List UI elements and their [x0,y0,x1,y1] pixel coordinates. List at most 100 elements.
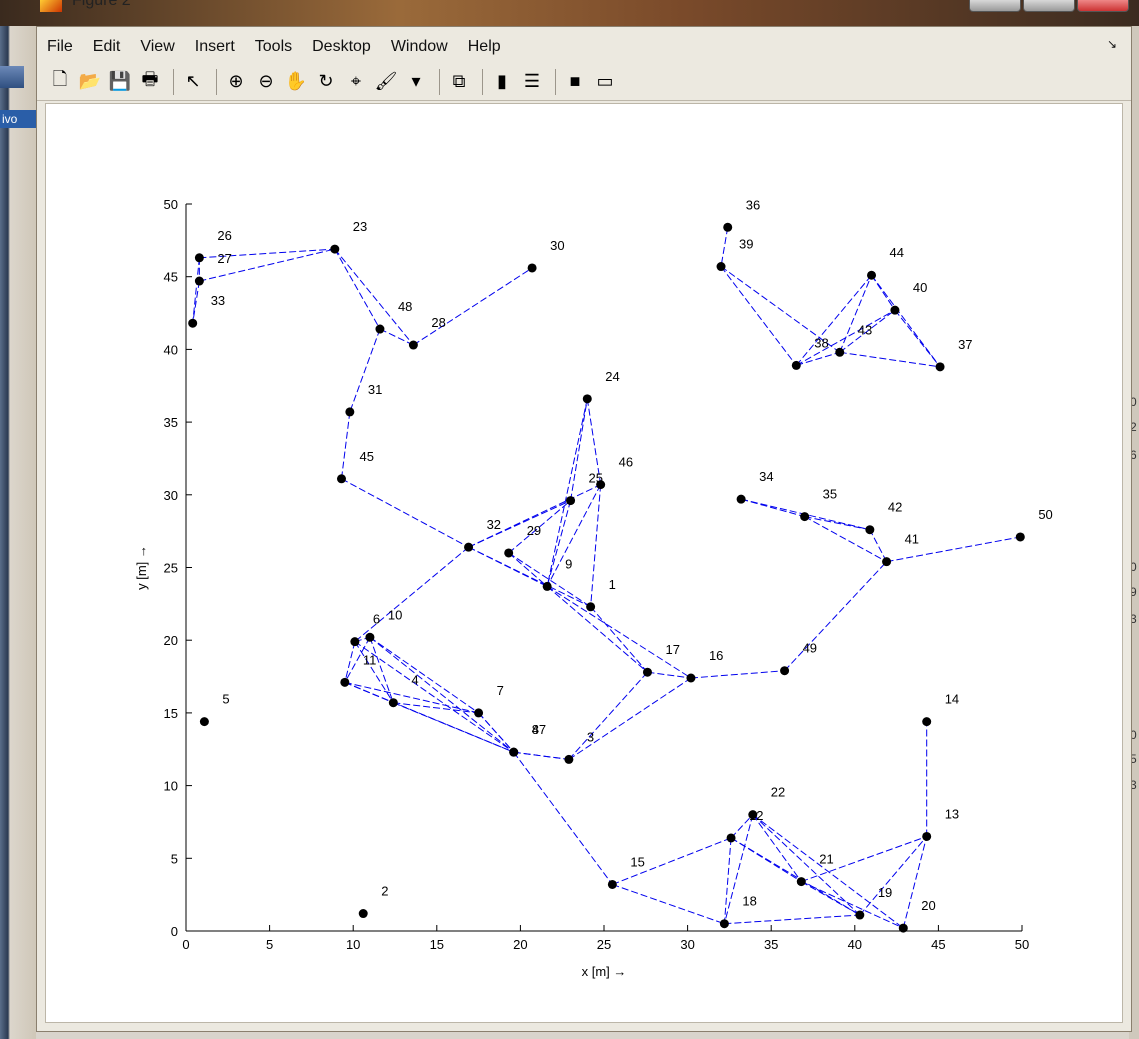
edge-line [513,751,613,885]
data-cursor-icon[interactable]: ⌖ [350,71,362,91]
node-point [686,673,696,683]
minimize-button[interactable] [969,0,1021,12]
menu-dock-arrow-icon[interactable]: ↘ [1106,37,1117,51]
brush-dropdown-icon[interactable]: ▾ [411,71,421,91]
edge-line [369,637,394,703]
background-window-right-strip: 0 2 6 0 9 3 0 5 3 [1129,26,1139,1039]
y-tick-label: 15 [164,706,178,721]
x-tick-label: 50 [1015,937,1029,952]
background-text: 9 [1130,585,1137,599]
node-point [855,910,865,920]
close-button[interactable] [1077,0,1129,12]
menu-help[interactable]: Help [467,38,501,55]
edge-line [894,309,941,368]
node-point [780,666,790,676]
edge-line [546,484,602,587]
edge-line [393,702,479,714]
node-label: 39 [739,237,753,252]
open-file-icon[interactable]: 📂 [78,71,102,91]
y-tick-label: 45 [164,270,178,285]
window-controls [969,0,1129,12]
menu-tools[interactable]: Tools [254,38,293,55]
node-point [566,496,576,506]
node-label: 3 [587,729,594,744]
node-label: 9 [565,556,572,571]
node-label: 32 [487,517,501,532]
node-label: 17 [665,642,679,657]
maximize-button[interactable] [1023,0,1075,12]
node-label: 5 [222,692,229,707]
menu-window[interactable]: Window [390,38,448,55]
node-point [748,810,758,820]
node-point [375,324,385,334]
edge-line [369,636,515,753]
hide-plot-tools-icon[interactable]: ■ [569,71,581,91]
menu-edit[interactable]: Edit [92,38,121,55]
save-icon[interactable]: 💾 [108,71,132,91]
edge-line [869,529,888,562]
edge-line [590,484,602,607]
edge-line [344,681,479,714]
node-label: 22 [771,785,785,800]
toolbar-separator [439,68,440,95]
new-figure-icon[interactable]: 🗋 [52,68,68,89]
edge-line [690,670,785,679]
toolbar-separator [482,68,483,95]
node-point [835,347,845,357]
node-point [719,919,729,929]
menu-desktop[interactable]: Desktop [312,38,371,55]
colorbar-icon[interactable]: ▮ [497,71,507,91]
edge-line [720,227,729,267]
edge-line [513,751,569,760]
node-label: 8 [532,722,539,737]
x-tick-label: 45 [931,937,945,952]
node-point [800,512,810,522]
print-icon[interactable]: 🖶 [141,68,159,89]
node-label: 4 [411,673,418,688]
zoom-in-icon[interactable]: ⊕ [228,71,244,91]
figure-toolbar: 🗋 📂 💾 🖶 ↖ ⊕ ⊖ ✋ ↻ ⌖ 🖌 ▾ ⧉ ▮ ☰ ■ ▭ [37,63,1131,101]
node-label: 10 [388,607,402,622]
node-label: 34 [759,469,773,484]
node-label: 49 [803,641,817,656]
node-label: 11 [363,652,377,667]
edit-plot-arrow-icon[interactable]: ↖ [185,71,201,91]
edge-line [468,500,571,548]
pan-hand-icon[interactable]: ✋ [284,71,308,91]
edge-line [740,498,805,518]
background-text: 5 [1130,752,1137,766]
menu-file[interactable]: File [47,38,73,55]
edge-line [801,881,861,916]
node-point [607,879,617,889]
edge-line [379,328,414,346]
edge-line [546,585,692,679]
brush-icon[interactable]: 🖌 [374,71,398,91]
zoom-out-icon[interactable]: ⊖ [258,71,274,91]
edge-line [612,884,725,925]
background-tab[interactable]: ivo [0,110,36,128]
show-plot-tools-icon[interactable]: ▭ [596,71,614,91]
edge-line [723,814,754,924]
node-label: 18 [742,894,756,909]
node-label: 23 [353,219,367,234]
node-point [723,222,733,232]
node-label: 13 [945,806,959,821]
x-tick-label: 15 [430,937,444,952]
node-point [922,831,932,841]
menu-view[interactable]: View [140,38,175,55]
node-label: 21 [819,852,833,867]
edge-line [804,516,887,563]
x-tick-label: 10 [346,937,360,952]
legend-icon[interactable]: ☰ [523,71,541,91]
node-point [642,667,652,677]
node-label: 16 [709,648,723,663]
link-plot-icon[interactable]: ⧉ [452,71,466,91]
toolbar-separator [555,68,556,95]
node-point [867,270,877,280]
figure-window: File Edit View Insert Tools Desktop Window Help… [36,26,1132,1032]
node-point [582,394,592,404]
window-titlebar[interactable]: Figure 2 [0,0,1139,26]
y-tick-label: 35 [164,415,178,430]
menu-insert[interactable]: Insert [194,38,235,55]
rotate-3d-icon[interactable]: ↻ [318,71,334,91]
